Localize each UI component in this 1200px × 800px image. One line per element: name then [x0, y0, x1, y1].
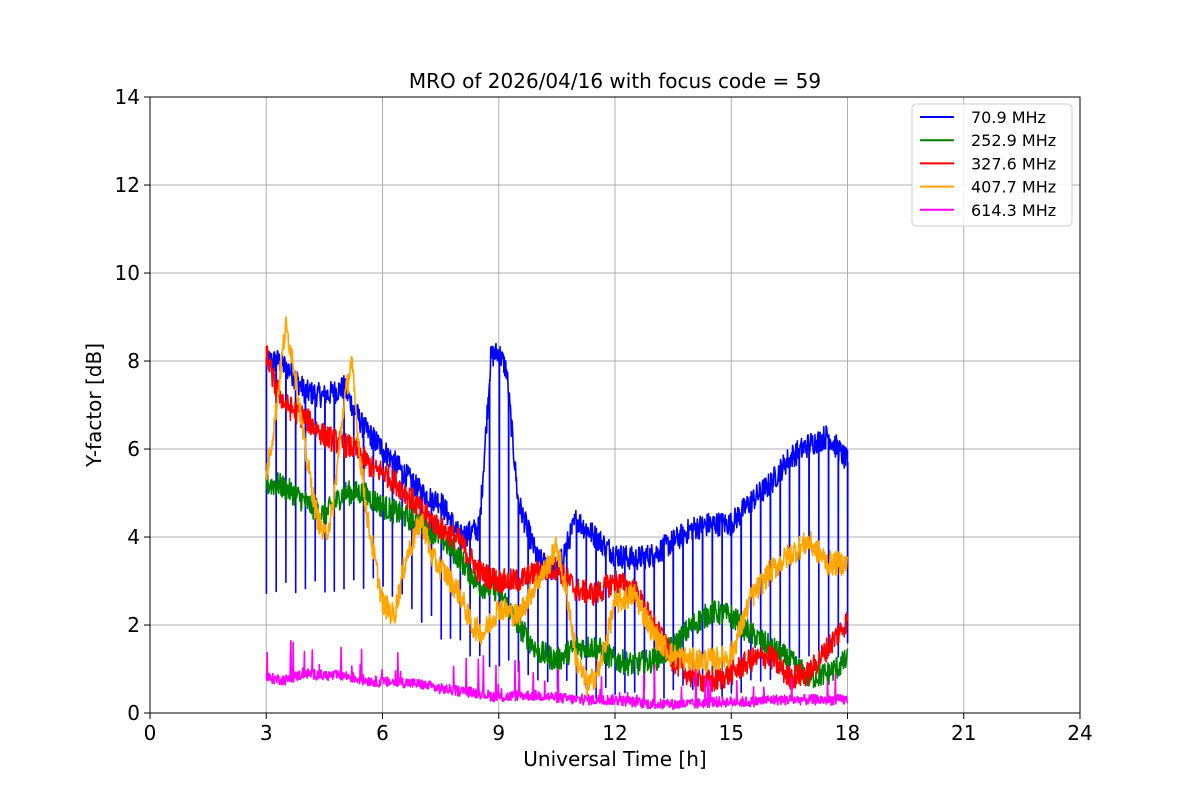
y-tick-label: 4	[127, 525, 140, 549]
series-line-4	[265, 316, 849, 697]
legend-label-4: 407.7 MHz	[971, 178, 1056, 197]
x-tick-label: 6	[376, 721, 389, 745]
x-tick-label: 12	[602, 721, 627, 745]
x-tick-label: 9	[492, 721, 505, 745]
x-axis-title: Universal Time [h]	[523, 747, 706, 771]
y-tick-label: 2	[127, 613, 140, 637]
y-tick-label: 10	[115, 261, 140, 285]
y-tick-label: 14	[115, 85, 140, 109]
legend-label-1: 70.9 MHz	[971, 108, 1046, 127]
y-axis: 0 2 4 6 8 10 12 14	[115, 85, 150, 725]
plot-area	[265, 316, 849, 711]
series-line-1	[265, 342, 849, 701]
series-line-5	[265, 640, 849, 711]
legend-label-2: 252.9 MHz	[971, 131, 1056, 150]
y-tick-label: 8	[127, 349, 140, 373]
y-tick-label: 12	[115, 173, 140, 197]
y-axis-title: Y-factor [dB]	[82, 343, 106, 468]
series-line-3	[265, 345, 849, 693]
y-tick-label: 0	[127, 701, 140, 725]
x-tick-label: 24	[1067, 721, 1092, 745]
x-tick-label: 18	[835, 721, 860, 745]
legend: 70.9 MHz 252.9 MHz 327.6 MHz 407.7 MHz 614.3…	[911, 103, 1073, 227]
chart-title: MRO of 2026/04/16 with focus code = 59	[409, 69, 821, 93]
legend-label-3: 327.6 MHz	[971, 154, 1056, 173]
legend-box	[911, 103, 1073, 227]
legend-label-5: 614.3 MHz	[971, 201, 1056, 220]
x-tick-label: 15	[719, 721, 744, 745]
x-tick-label: 0	[144, 721, 157, 745]
x-axis: 0 3 6 9 12 15 18 21 24	[144, 713, 1093, 745]
y-tick-label: 6	[127, 437, 140, 461]
x-tick-label: 21	[951, 721, 976, 745]
x-tick-label: 3	[260, 721, 273, 745]
